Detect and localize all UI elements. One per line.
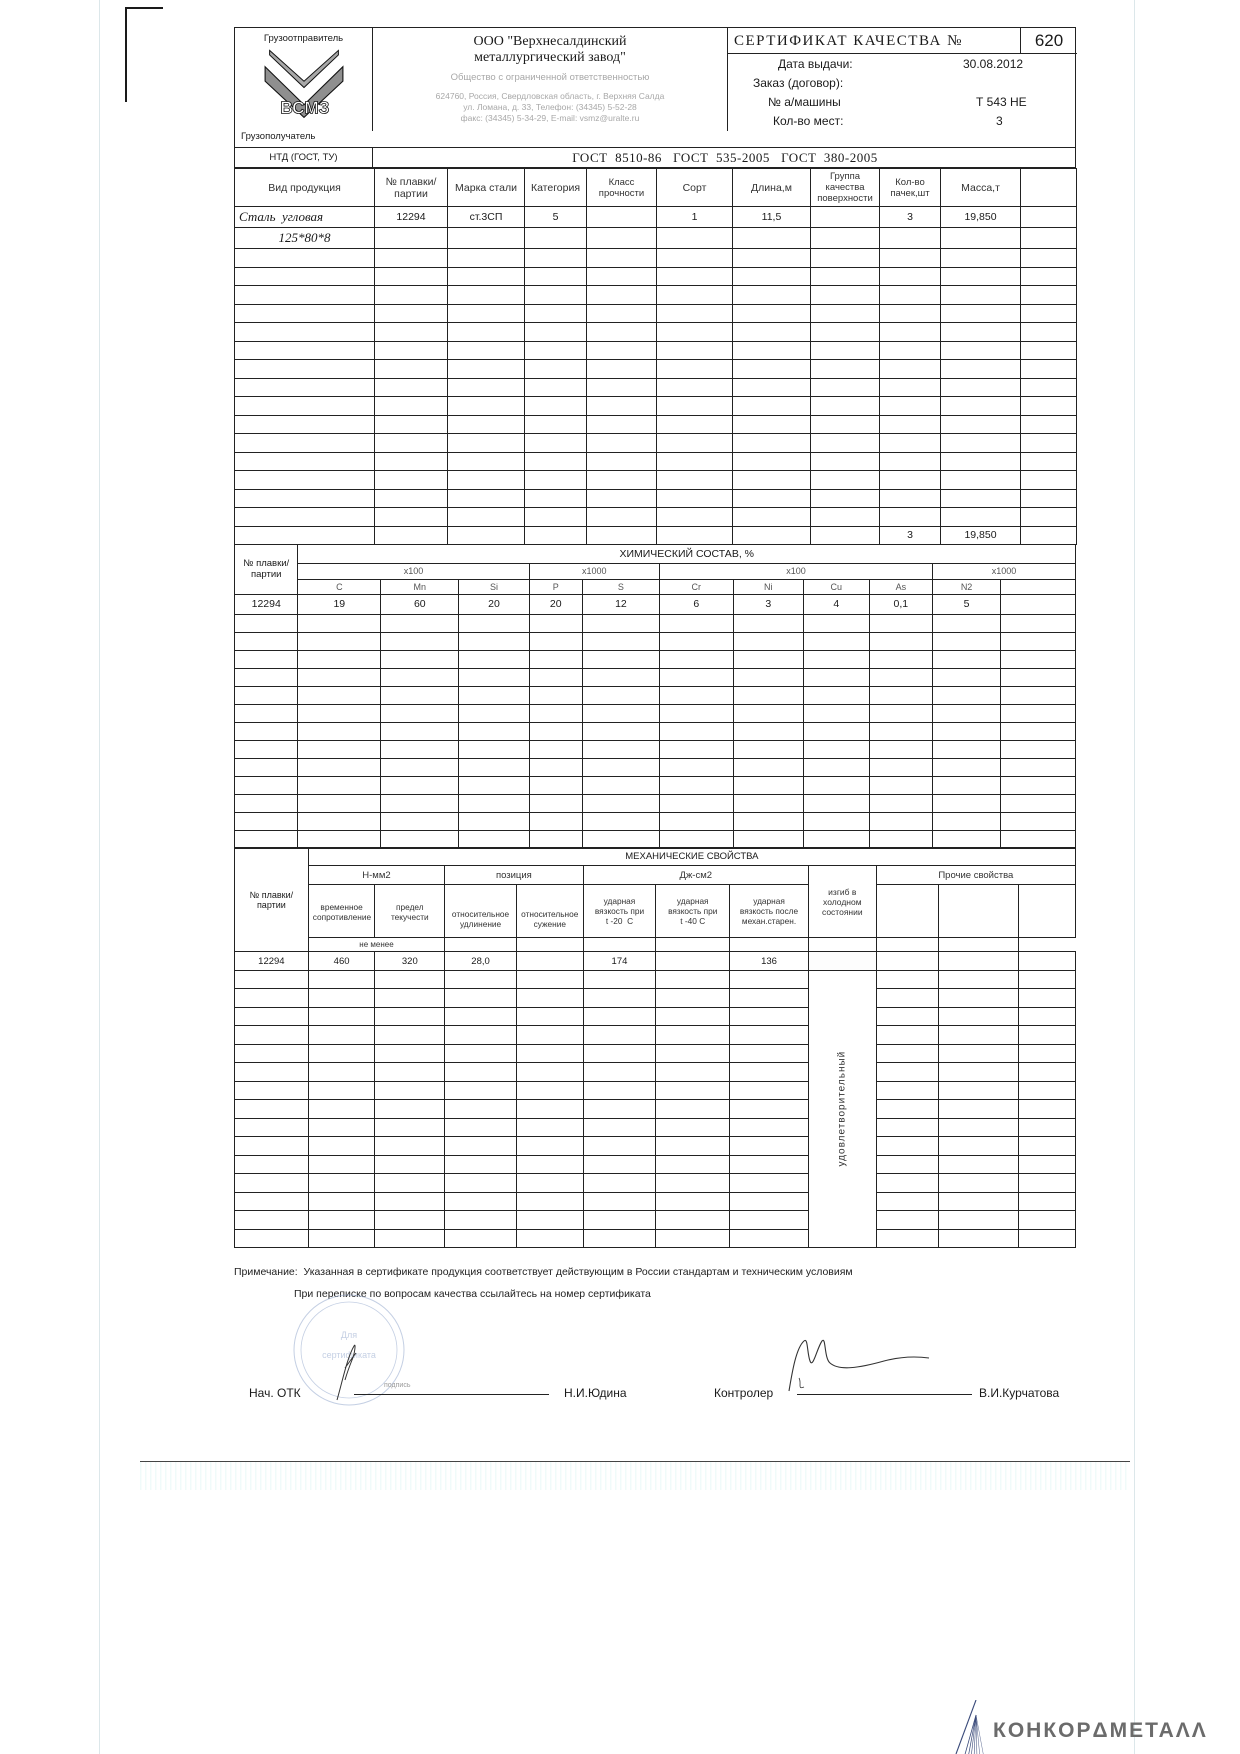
svg-text:ВСМЗ: ВСМЗ bbox=[280, 98, 329, 118]
